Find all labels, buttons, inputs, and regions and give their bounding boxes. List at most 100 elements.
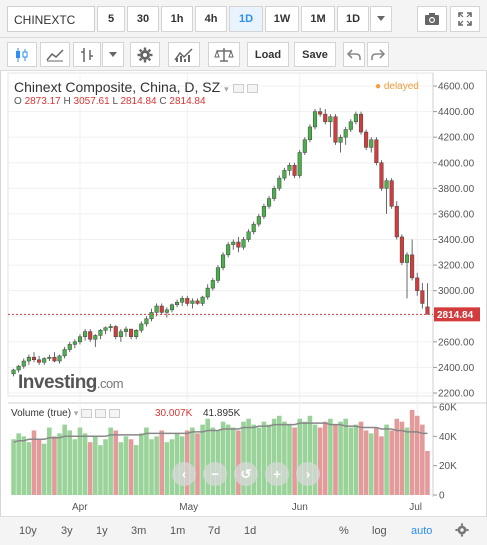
brand-suffix: .com bbox=[96, 376, 124, 391]
zoom-out-icon[interactable] bbox=[203, 462, 227, 486]
volume-settings-icon[interactable] bbox=[94, 408, 106, 418]
chart-tools-toolbar: Load Save bbox=[0, 38, 487, 71]
range-3m-button[interactable]: 3m bbox=[131, 525, 147, 537]
volume-bar bbox=[138, 433, 144, 495]
volume-bar bbox=[113, 430, 119, 495]
price-tick-label: 4400.00 bbox=[438, 107, 475, 118]
redo-icon[interactable] bbox=[367, 42, 389, 67]
interval-1d-button[interactable]: 1D bbox=[229, 6, 263, 32]
delayed-text: delayed bbox=[383, 81, 419, 92]
candle-body bbox=[394, 205, 399, 238]
interval-4h-button[interactable]: 4h bbox=[195, 6, 227, 32]
candle-body bbox=[134, 330, 139, 337]
interval-1w-button[interactable]: 1W bbox=[265, 6, 299, 32]
candle-body bbox=[108, 326, 113, 329]
price-tick-label: 2200.00 bbox=[438, 389, 475, 400]
settings-gear-icon[interactable] bbox=[455, 523, 469, 540]
interval-30-button[interactable]: 30 bbox=[127, 6, 159, 32]
volume-bar bbox=[338, 421, 343, 495]
volume-bar bbox=[374, 427, 379, 495]
volume-chevron-icon[interactable]: ▾ bbox=[73, 408, 79, 418]
candle-body bbox=[154, 305, 159, 313]
studies-icon[interactable] bbox=[168, 42, 200, 67]
interval-1h-button[interactable]: 1h bbox=[161, 6, 193, 32]
zoom-out-icon-glyph: − bbox=[211, 467, 219, 482]
title-chevron-icon[interactable]: ▾ bbox=[224, 84, 229, 94]
chart-type-chevron-icon[interactable] bbox=[102, 42, 124, 67]
candle-body bbox=[251, 223, 256, 233]
volume-bar bbox=[348, 427, 354, 495]
reset-zoom-icon[interactable] bbox=[234, 462, 258, 486]
volume-ma-line bbox=[13, 422, 428, 443]
range-1m-button[interactable]: 1m bbox=[170, 525, 186, 537]
series-settings-icon[interactable] bbox=[247, 83, 259, 93]
interval-5-button[interactable]: 5 bbox=[97, 6, 125, 32]
scroll-right-icon[interactable] bbox=[296, 462, 320, 486]
camera-icon[interactable] bbox=[417, 6, 447, 32]
candle-body bbox=[302, 139, 307, 153]
volume-bar bbox=[26, 442, 32, 495]
range-1d-button[interactable]: 1d bbox=[244, 525, 257, 537]
high-label: H bbox=[63, 96, 71, 107]
volume-bar bbox=[210, 427, 216, 495]
ohlc-values: O 2873.17 H 3057.61 L 2814.84 C 2814.84 bbox=[14, 96, 206, 107]
volume-bar bbox=[195, 433, 200, 495]
candle-body bbox=[425, 306, 430, 315]
scroll-left-icon[interactable] bbox=[172, 462, 196, 486]
volume-hide-icon[interactable] bbox=[81, 408, 93, 418]
volume-bar bbox=[123, 436, 129, 495]
gear-icon[interactable] bbox=[130, 42, 160, 67]
volume-bar bbox=[404, 427, 410, 495]
volume-bar bbox=[77, 427, 83, 495]
range-7d-button[interactable]: 7d bbox=[208, 525, 221, 537]
compare-scales-icon[interactable] bbox=[208, 42, 240, 67]
interval-dropdown-chevron-icon[interactable] bbox=[370, 6, 392, 32]
volume-bar bbox=[353, 424, 359, 495]
candlestick-type-icon[interactable] bbox=[7, 42, 37, 67]
price-tick-label: 3200.00 bbox=[438, 261, 475, 272]
volume-bar bbox=[118, 442, 124, 495]
candle-body bbox=[287, 165, 292, 171]
candle-body bbox=[47, 356, 52, 359]
range-1y-button[interactable]: 1y bbox=[96, 525, 108, 537]
candle-body bbox=[272, 188, 277, 199]
interval-1m-button[interactable]: 1M bbox=[301, 6, 335, 32]
candle-body bbox=[42, 358, 47, 363]
candle-body bbox=[404, 254, 410, 263]
percent-scale-toggle[interactable]: % bbox=[339, 525, 349, 537]
chart-pane[interactable]: 4600.00 4400.00 4200.00 4000.00 3800.00 3600.… bbox=[0, 71, 487, 516]
candle-body bbox=[379, 162, 384, 189]
symbol-search-input[interactable]: CHINEXTC bbox=[7, 6, 95, 32]
volume-bar bbox=[297, 418, 303, 495]
indicators-icon[interactable] bbox=[73, 42, 101, 67]
area-chart-icon[interactable] bbox=[40, 42, 70, 67]
fullscreen-icon[interactable] bbox=[450, 6, 480, 32]
volume-bar bbox=[230, 427, 236, 495]
candle-body bbox=[149, 312, 154, 320]
volume-bar bbox=[103, 439, 108, 495]
range-10y-button[interactable]: 10y bbox=[19, 525, 37, 537]
undo-icon[interactable] bbox=[343, 42, 365, 67]
auto-scale-toggle[interactable]: auto bbox=[411, 525, 433, 537]
volume-close-icon[interactable] bbox=[108, 408, 120, 418]
price-chart[interactable]: 4600.00 4400.00 4200.00 4000.00 3800.00 3600.… bbox=[0, 71, 487, 516]
range-bar: 10y 3y 1y 3m 1m 7d 1d % log auto bbox=[0, 516, 487, 545]
volume-bar bbox=[271, 418, 277, 495]
top-toolbar: CHINEXTC 5 30 1h 4h 1D 1W 1M 1D bbox=[0, 0, 487, 38]
open-label: O bbox=[14, 96, 22, 107]
range-3y-button[interactable]: 3y bbox=[61, 525, 73, 537]
volume-bar bbox=[379, 436, 384, 495]
scroll-left-icon-glyph: ‹ bbox=[182, 467, 186, 482]
candle-body bbox=[31, 356, 37, 360]
price-tick-label: 2600.00 bbox=[438, 337, 475, 348]
hide-series-icon[interactable] bbox=[232, 83, 244, 93]
save-button[interactable]: Save bbox=[294, 42, 336, 67]
volume-bar bbox=[200, 424, 205, 495]
price-tick-label: 4600.00 bbox=[438, 82, 475, 93]
candle-body bbox=[164, 309, 169, 313]
interval-dropdown-value[interactable]: 1D bbox=[337, 6, 369, 32]
log-scale-toggle[interactable]: log bbox=[372, 525, 387, 537]
load-button[interactable]: Load bbox=[247, 42, 289, 67]
volume-bar bbox=[328, 418, 333, 495]
zoom-in-icon[interactable] bbox=[265, 462, 289, 486]
